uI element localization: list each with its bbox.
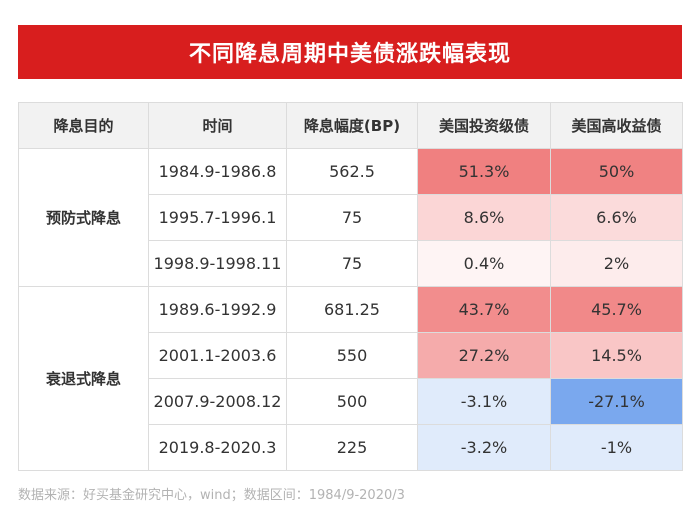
table-row: 预防式降息 1984.9-1986.8 562.5 51.3% 50% (18, 148, 683, 287)
table-row: 1998.9-1998.11 75 0.4% 2% (19, 240, 683, 287)
period-cell: 1998.9-1998.11 (148, 240, 287, 287)
hy-cell: 50% (550, 148, 683, 195)
ig-cell: -3.1% (417, 378, 551, 425)
header-cut-bp: 降息幅度(BP) (286, 102, 418, 149)
ig-cell: 8.6% (417, 194, 551, 241)
period-cell: 2007.9-2008.12 (148, 378, 287, 425)
table-row: 2019.8-2020.3 225 -3.2% -1% (19, 424, 683, 471)
period-cell: 2001.1-2003.6 (148, 332, 287, 379)
hy-cell: -1% (550, 424, 683, 471)
period-cell: 1989.6-1992.9 (148, 286, 287, 333)
header-period: 时间 (148, 102, 287, 149)
ig-cell: 0.4% (417, 240, 551, 287)
source-note: 数据来源：好买基金研究中心，wind；数据区间：1984/9-2020/3 (18, 488, 405, 503)
table-row: 1995.7-1996.1 75 8.6% 6.6% (19, 194, 683, 241)
table-row: 2007.9-2008.12 500 -3.1% -27.1% (19, 378, 683, 425)
table-row: 衰退式降息 1989.6-1992.9 681.25 43.7% 45.7% (18, 286, 683, 471)
cut-cell: 225 (286, 424, 418, 471)
purpose-cell-recession: 衰退式降息 (18, 286, 149, 471)
ig-cell: -3.2% (417, 424, 551, 471)
hy-cell: 45.7% (550, 286, 683, 333)
cut-cell: 500 (286, 378, 418, 425)
cut-cell: 681.25 (286, 286, 418, 333)
period-cell: 1995.7-1996.1 (148, 194, 287, 241)
cut-cell: 75 (286, 240, 418, 287)
header-investment-grade: 美国投资级债 (417, 102, 551, 149)
hy-cell: 14.5% (550, 332, 683, 379)
ig-cell: 43.7% (417, 286, 551, 333)
data-table: 降息目的 时间 降息幅度(BP) 美国投资级债 美国高收益债 预防式降息 198… (18, 102, 683, 471)
header-purpose: 降息目的 (18, 102, 149, 149)
purpose-cell-preventive: 预防式降息 (18, 148, 149, 287)
ig-cell: 27.2% (417, 332, 551, 379)
hy-cell: 2% (550, 240, 683, 287)
table-row: 2001.1-2003.6 550 27.2% 14.5% (19, 332, 683, 379)
chart-title: 不同降息周期中美债涨跌幅表现 (18, 25, 682, 79)
header-row: 降息目的 时间 降息幅度(BP) 美国投资级债 美国高收益债 (18, 102, 683, 149)
header-high-yield: 美国高收益债 (550, 102, 683, 149)
cut-cell: 75 (286, 194, 418, 241)
ig-cell: 51.3% (417, 148, 551, 195)
cut-cell: 550 (286, 332, 418, 379)
period-cell: 2019.8-2020.3 (148, 424, 287, 471)
hy-cell: -27.1% (550, 378, 683, 425)
cut-cell: 562.5 (286, 148, 418, 195)
hy-cell: 6.6% (550, 194, 683, 241)
period-cell: 1984.9-1986.8 (148, 148, 287, 195)
